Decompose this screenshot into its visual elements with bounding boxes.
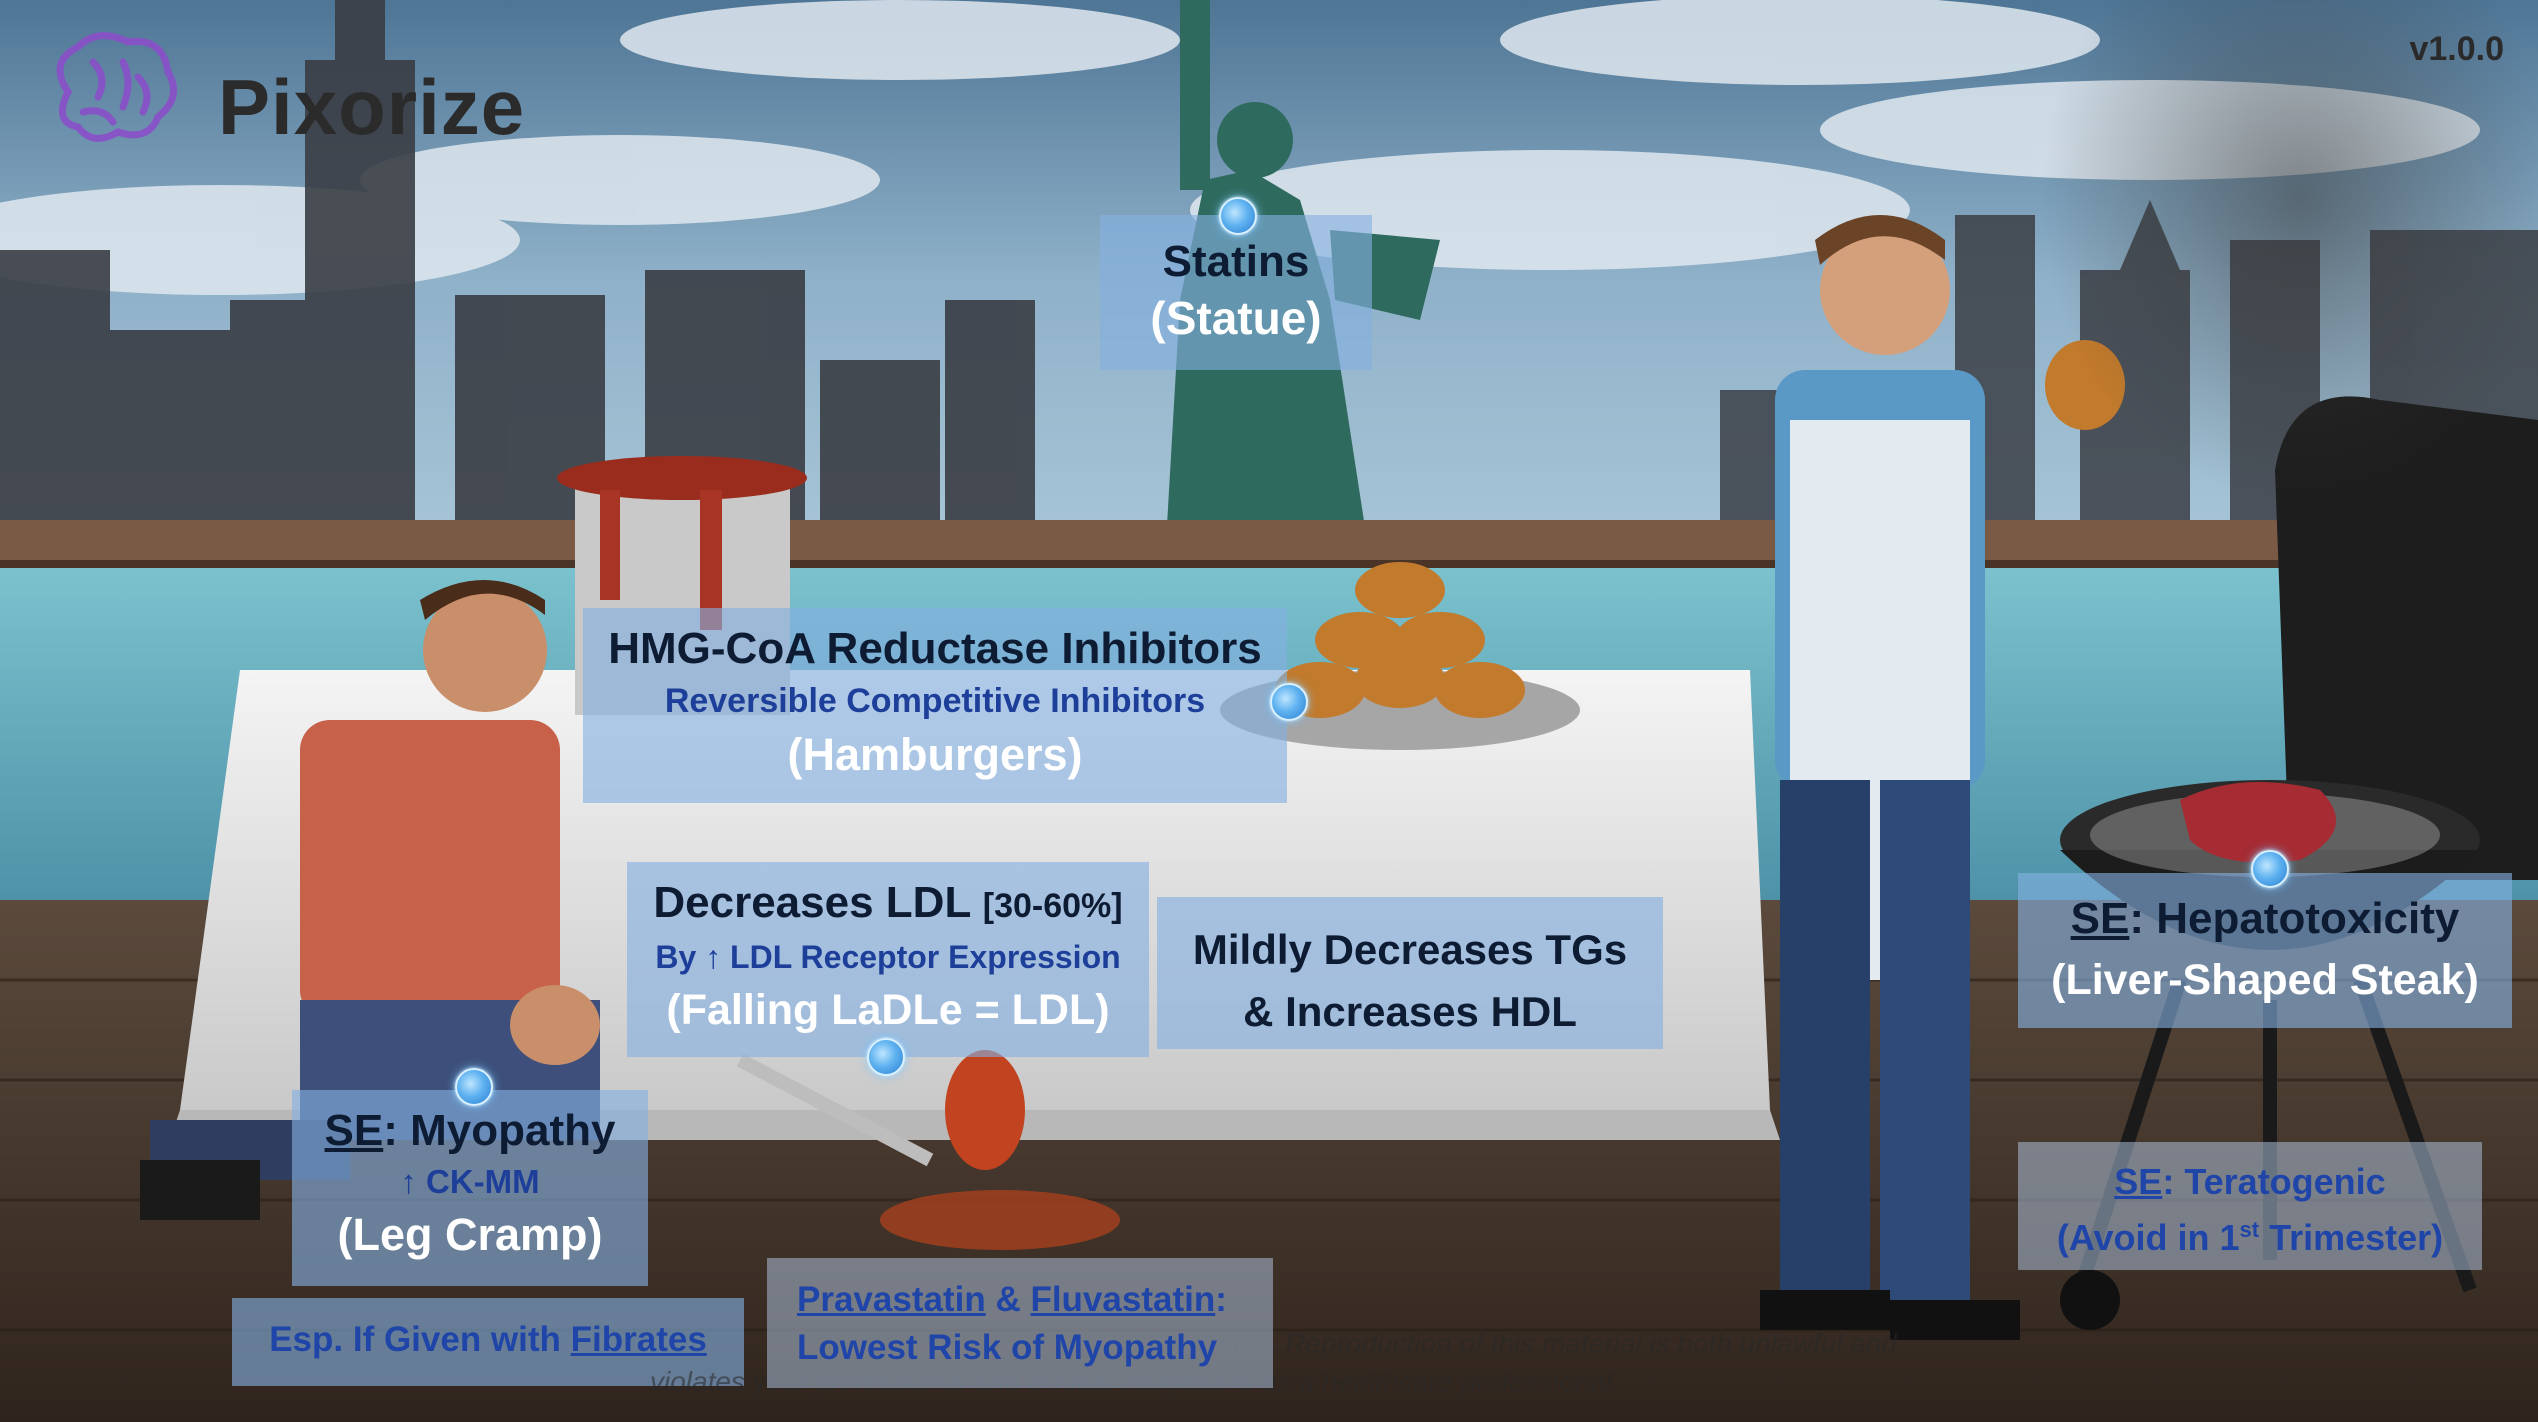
hepatotoxicity-hotspot[interactable] [2251, 850, 2289, 888]
myopathy-hotspot[interactable] [455, 1068, 493, 1106]
pravastatin-colon: : [1215, 1280, 1227, 1319]
statins-hotspot[interactable] [1219, 197, 1257, 235]
teratogenic-label[interactable]: SE: Teratogenic (Avoid in 1st Trimester) [2018, 1142, 2482, 1270]
se-abbrev: SE [324, 1106, 384, 1155]
fibrates-label[interactable]: Esp. If Given with Fibrates [232, 1298, 744, 1386]
pravastatin-drugs: Pravastatin & Fluvastatin: [797, 1276, 1273, 1324]
statins-label[interactable]: Statins (Statue) [1100, 215, 1372, 370]
myopathy-label[interactable]: SE: Myopathy ↑ CK-MM (Leg Cramp) [292, 1090, 648, 1286]
hmg-coa-label[interactable]: HMG-CoA Reductase Inhibitors Reversible … [583, 608, 1287, 803]
fibrates-text: Esp. If Given with Fibrates [232, 1316, 744, 1364]
ldl-label[interactable]: Decreases LDL [30-60%] By ↑ LDL Receptor… [627, 862, 1149, 1057]
teratogenic-note-pre: (Avoid in 1 [2056, 1217, 2240, 1258]
fibrates-pre: Esp. If Given with [269, 1320, 571, 1359]
hepatotoxicity-text: : Hepatotoxicity [2129, 894, 2460, 943]
pravastatin-amp: & [985, 1280, 1031, 1319]
fluvastatin-link[interactable]: Fluvastatin [1030, 1280, 1216, 1319]
hepatotoxicity-label[interactable]: SE: Hepatotoxicity (Liver-Shaped Steak) [2018, 873, 2512, 1028]
brain-logo-icon [56, 32, 178, 142]
myopathy-subtitle: ↑ CK-MM [400, 1163, 540, 1200]
hdl-line: & Increases HDL [1243, 988, 1577, 1035]
teratogenic-note-post: Trimester) [2259, 1217, 2444, 1258]
tg-hdl-label[interactable]: Mildly Decreases TGs & Increases HDL [1157, 897, 1663, 1049]
se-abbrev: SE [2070, 894, 2130, 943]
statins-mnemonic: (Statue) [1150, 292, 1322, 344]
pixorize-logo[interactable]: Pixorize [38, 22, 558, 162]
ldl-range: [30-60%] [982, 887, 1123, 925]
pravastatin-note: Lowest Risk of Myopathy [797, 1328, 1218, 1367]
ldl-mnemonic: (Falling LaDLe = LDL) [666, 986, 1110, 1034]
statins-title: Statins [1162, 237, 1310, 286]
teratogenic-note-sup: st [2239, 1217, 2260, 1242]
pravastatin-link[interactable]: Pravastatin [797, 1280, 986, 1319]
ldl-title-text: Decreases LDL [653, 878, 971, 927]
se-abbrev: SE [2114, 1161, 2163, 1202]
ldl-title: Decreases LDL [30-60%] [627, 876, 1149, 933]
ldl-hotspot[interactable] [867, 1038, 905, 1076]
ldl-subtitle: By ↑ LDL Receptor Expression [655, 939, 1121, 975]
hmg-coa-hotspot[interactable] [1270, 683, 1308, 721]
teratogenic-title: SE: Teratogenic [2018, 1158, 2482, 1206]
pravastatin-label[interactable]: Pravastatin & Fluvastatin: Lowest Risk o… [767, 1258, 1273, 1388]
teratogenic-note: (Avoid in 1st Trimester) [2018, 1206, 2482, 1262]
myopathy-title: SE: Myopathy [292, 1104, 648, 1158]
hepatotoxicity-title: SE: Hepatotoxicity [2018, 887, 2512, 951]
logo-text: Pixorize [218, 63, 526, 151]
myopathy-text: : Myopathy [383, 1106, 616, 1155]
myopathy-mnemonic: (Leg Cramp) [337, 1209, 603, 1260]
hmg-coa-subtitle: Reversible Competitive Inhibitors [664, 682, 1206, 720]
tg-line: Mildly Decreases TGs [1192, 926, 1628, 973]
version-label: v1.0.0 [2409, 30, 2504, 68]
hmg-coa-title: HMG-CoA Reductase Inhibitors [608, 624, 1262, 673]
hepatotoxicity-mnemonic: (Liver-Shaped Steak) [2051, 956, 2479, 1004]
hmg-coa-mnemonic: (Hamburgers) [787, 729, 1083, 780]
fibrates-link[interactable]: Fibrates [570, 1320, 707, 1359]
teratogenic-text: : Teratogenic [2162, 1161, 2386, 1202]
